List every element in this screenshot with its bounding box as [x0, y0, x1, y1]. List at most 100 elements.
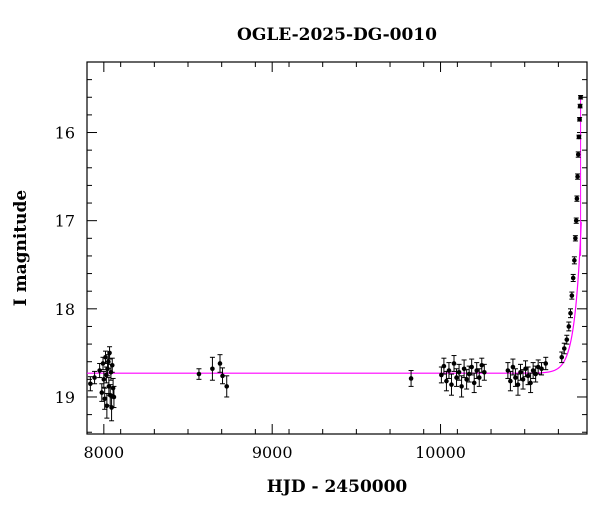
data-point	[220, 367, 226, 385]
data-point	[217, 354, 223, 373]
data-point	[577, 116, 583, 122]
point-marker	[474, 368, 480, 373]
point-marker	[535, 364, 541, 370]
point-marker	[459, 384, 464, 389]
data-point	[109, 357, 115, 373]
point-marker	[577, 103, 583, 109]
point-marker	[505, 368, 511, 373]
point-marker	[99, 390, 105, 395]
data-point	[535, 359, 541, 375]
data-point	[92, 370, 98, 385]
data-point	[408, 370, 414, 387]
point-marker	[102, 396, 107, 402]
point-marker	[528, 380, 533, 386]
data-point	[461, 359, 467, 379]
data-point	[566, 321, 572, 332]
point-marker	[530, 368, 536, 373]
data-point	[105, 354, 111, 370]
point-marker	[569, 293, 575, 298]
point-marker	[107, 350, 112, 356]
data-point	[515, 373, 521, 396]
x-axis-label: HJD - 2450000	[267, 477, 408, 497]
y-tick-label: 17	[55, 212, 75, 231]
data-point	[99, 383, 105, 402]
data-points	[87, 94, 584, 422]
data-point	[224, 375, 230, 398]
data-point	[481, 363, 487, 381]
point-marker	[217, 361, 223, 366]
point-marker	[444, 378, 449, 384]
data-point	[528, 372, 534, 394]
x-tick-label: 9000	[252, 443, 293, 462]
point-marker	[449, 382, 454, 387]
data-point	[101, 370, 107, 388]
point-marker	[573, 218, 579, 223]
point-marker	[573, 236, 578, 241]
y-axis: 16 17 18 19	[55, 79, 587, 433]
data-point	[573, 217, 579, 224]
data-point	[209, 356, 215, 381]
x-tick-label: 10000	[415, 443, 466, 462]
point-marker	[523, 366, 528, 372]
data-point	[446, 362, 452, 379]
point-marker	[469, 364, 474, 370]
point-marker	[408, 376, 414, 381]
data-point	[505, 362, 511, 379]
data-point	[438, 366, 444, 384]
data-point	[111, 385, 117, 409]
point-marker	[103, 355, 108, 360]
point-marker	[574, 196, 580, 201]
point-marker	[513, 375, 518, 380]
data-point	[523, 360, 529, 378]
model-curve	[87, 97, 582, 374]
data-point	[510, 358, 516, 376]
point-marker	[454, 375, 459, 380]
data-point	[572, 235, 578, 242]
point-marker	[525, 373, 531, 379]
data-point	[577, 103, 583, 109]
point-marker	[518, 369, 523, 375]
data-point	[459, 375, 465, 398]
data-point	[87, 376, 93, 392]
point-marker	[482, 369, 487, 375]
chart-title: OGLE-2025-DG-0010	[237, 25, 437, 45]
data-point	[441, 357, 447, 375]
data-point	[107, 346, 113, 360]
point-marker	[111, 394, 117, 400]
point-marker	[220, 373, 225, 379]
point-marker	[97, 368, 102, 373]
data-point	[576, 134, 582, 140]
data-point	[456, 363, 462, 381]
point-marker	[441, 363, 447, 369]
point-marker	[439, 372, 444, 378]
data-point	[559, 351, 565, 364]
point-marker	[196, 371, 202, 377]
data-point	[469, 358, 475, 376]
point-marker	[559, 355, 565, 360]
point-marker	[210, 366, 215, 372]
data-point	[464, 369, 470, 390]
point-marker	[561, 346, 567, 351]
point-marker	[451, 361, 457, 366]
point-marker	[575, 152, 581, 157]
point-marker	[575, 174, 580, 179]
point-marker	[88, 381, 93, 387]
data-point	[570, 273, 576, 282]
point-marker	[224, 384, 230, 389]
point-marker	[446, 368, 452, 373]
y-tick-label: 19	[55, 388, 75, 407]
data-point	[530, 362, 536, 379]
data-point	[451, 355, 457, 372]
point-marker	[520, 377, 526, 382]
data-point	[539, 362, 545, 376]
point-marker	[464, 377, 469, 382]
data-point	[575, 173, 581, 180]
point-marker	[510, 364, 516, 370]
data-point	[569, 291, 575, 300]
point-marker	[109, 362, 115, 368]
x-axis: 8000 9000 10000	[83, 62, 559, 462]
point-marker	[572, 258, 577, 263]
point-marker	[578, 94, 583, 100]
data-point	[507, 370, 513, 392]
